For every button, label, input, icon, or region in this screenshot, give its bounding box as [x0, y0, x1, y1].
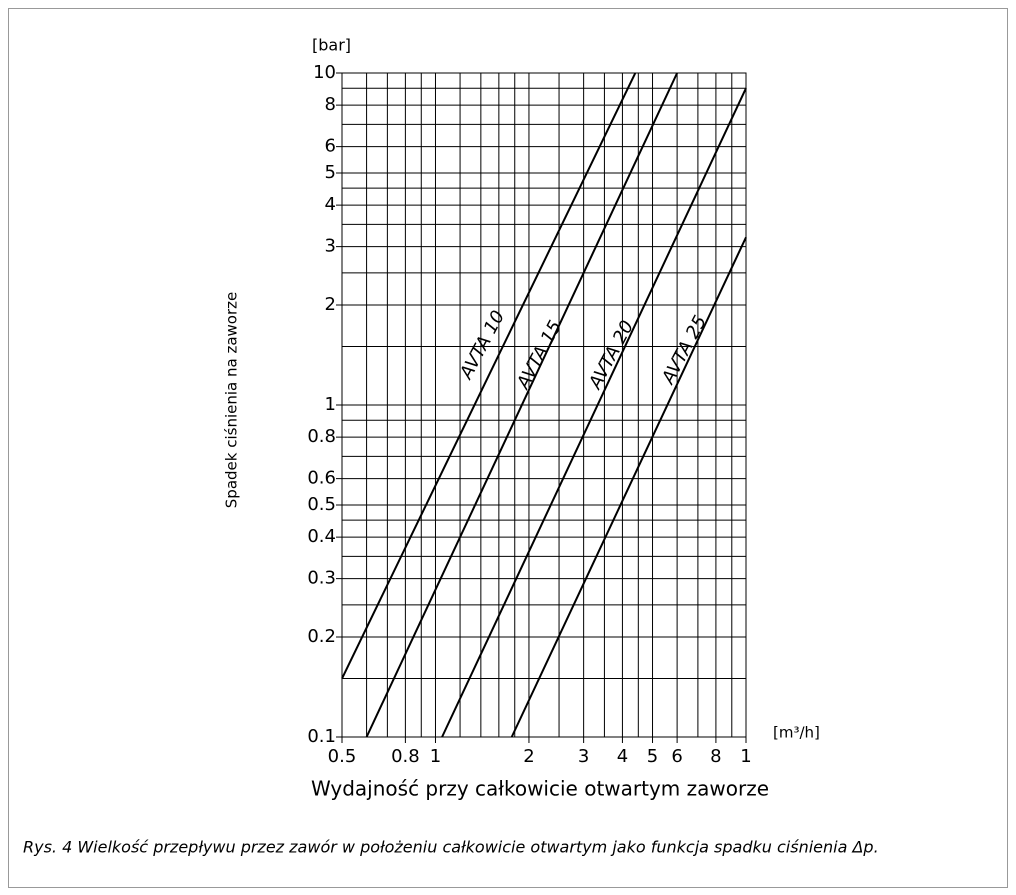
- series-line: [365, 72, 679, 738]
- frame: [8, 8, 1008, 888]
- plot-border: [341, 72, 747, 738]
- y-tick-label: 0.1: [307, 726, 336, 747]
- series-label: AVTA 20: [584, 317, 638, 393]
- series-label: AVTA 15: [512, 317, 566, 393]
- series-line: [341, 72, 637, 679]
- y-tick-label: 1: [325, 394, 336, 415]
- y-tick-label: 2: [325, 294, 336, 315]
- y-tick-label: 0.8: [307, 426, 336, 447]
- y-tick-label: 8: [325, 94, 336, 115]
- x-tick-label: 1: [740, 746, 751, 767]
- y-tick-label: 3: [325, 236, 336, 257]
- series-line: [441, 87, 747, 738]
- x-tick-label: 3: [578, 746, 589, 767]
- y-tick-label: 0.5: [307, 494, 336, 515]
- x-axis-label: Wydajność przy całkowicie otwartym zawor…: [311, 777, 769, 801]
- y-tick-label: 0.4: [307, 526, 336, 547]
- y-tick-label: 0.3: [307, 568, 336, 589]
- series-line: [510, 236, 747, 738]
- x-tick-label: 8: [710, 746, 721, 767]
- series-label: AVTA 25: [657, 312, 711, 388]
- y-tick-label: 10: [313, 62, 336, 83]
- x-tick-label: 0.8: [391, 746, 420, 767]
- y-tick-label: 4: [325, 194, 336, 215]
- x-tick-label: 1: [430, 746, 441, 767]
- caption: Rys. 4 Wielkość przepływu przez zawór w …: [23, 838, 879, 857]
- y-axis-label: Spadek ciśnienia na zaworze: [223, 292, 241, 508]
- y-unit: [bar]: [312, 36, 351, 55]
- x-tick-label: 0.5: [328, 746, 357, 767]
- x-tick-label: 5: [647, 746, 658, 767]
- x-tick-label: 2: [523, 746, 534, 767]
- x-unit: [m³/h]: [773, 724, 820, 742]
- y-tick-label: 6: [325, 136, 336, 157]
- y-tick-label: 0.2: [307, 626, 336, 647]
- series-label: AVTA 10: [455, 307, 509, 383]
- y-tick-label: 5: [325, 162, 336, 183]
- x-tick-label: 4: [617, 746, 628, 767]
- x-tick-label: 6: [671, 746, 682, 767]
- y-tick-label: 0.6: [307, 468, 336, 489]
